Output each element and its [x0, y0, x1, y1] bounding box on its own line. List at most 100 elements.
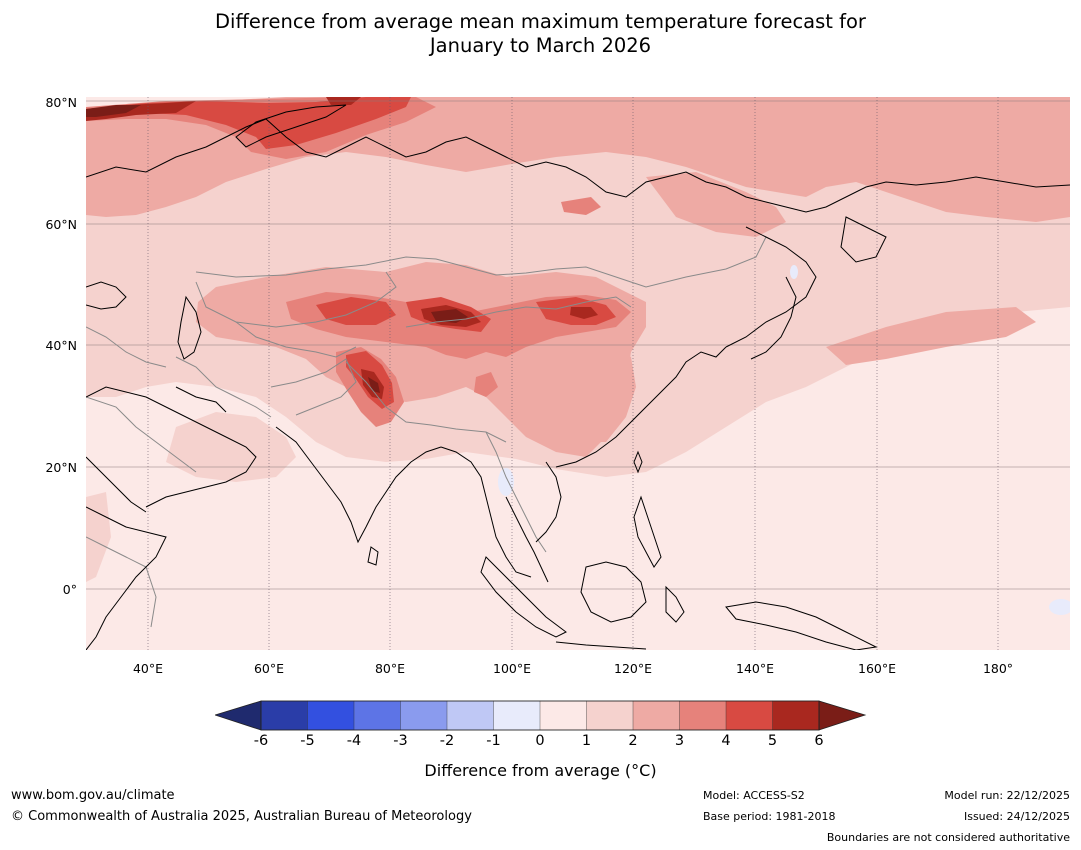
- lon-label-140e: 140°E: [735, 661, 775, 676]
- coast-bay-of-bengal: [440, 446, 532, 578]
- coast-sumatra: [480, 556, 567, 638]
- colorbar-tick-6: 6: [814, 733, 824, 749]
- lat-label-20n: 20°N: [45, 460, 77, 475]
- title-line-2: January to March 2026: [429, 34, 652, 57]
- footer-url: www.bom.gov.au/climate: [11, 788, 175, 803]
- anomaly-band-5-6-arctic: [86, 97, 361, 121]
- colorbar-tick-2: 2: [628, 733, 638, 749]
- lat-label-40n: 40°N: [45, 338, 77, 353]
- colorbar-extend-below: [215, 700, 262, 731]
- footer-model-run: Model run: 22/12/2025: [944, 789, 1070, 802]
- coast-africa-horn: [86, 506, 167, 650]
- colorbar-bins: [260, 700, 820, 731]
- colorbar-bin-2-to-3: [632, 700, 680, 731]
- colorbar-tick-minus-6: -6: [253, 733, 269, 749]
- coast-kamchatka: [840, 216, 887, 263]
- coast-korea-china: [555, 346, 727, 468]
- coast-new-guinea: [725, 601, 878, 650]
- border-middle-east: [86, 326, 167, 368]
- colorbar-tick-minus-1: -1: [486, 733, 501, 749]
- footer-disclaimer: Boundaries are not considered authoritat…: [826, 831, 1070, 844]
- coast-java: [555, 641, 647, 650]
- border-afghanistan-pakistan: [270, 358, 357, 416]
- lon-label-40e: 40°E: [132, 661, 164, 676]
- coast-black-sea: [86, 281, 127, 310]
- anomaly-patch-below-0-korea: [790, 265, 798, 279]
- coast-arabia: [86, 386, 257, 508]
- footer-issued: Issued: 24/12/2025: [963, 810, 1070, 823]
- anomaly-patch-below-0-pacific: [1049, 599, 1070, 615]
- graticule: [86, 100, 1070, 590]
- border-india-china: [345, 361, 507, 443]
- lon-label-100e: 100°E: [492, 661, 532, 676]
- coast-arctic-russia: [86, 118, 1070, 213]
- anomaly-band-1-2-india: [166, 412, 296, 482]
- coast-persian-gulf: [175, 386, 227, 413]
- colorbar-tick-3: 3: [674, 733, 685, 749]
- colorbar-tick-minus-2: -2: [439, 733, 455, 749]
- colorbar-extend-above: [818, 700, 867, 731]
- colorbar-tick-minus-5: -5: [300, 733, 315, 749]
- colorbar-tick-0: 0: [535, 733, 545, 749]
- anomaly-band-3-4-spot: [474, 372, 498, 397]
- colorbar-bin-5-to-6: [772, 700, 820, 731]
- colorbar-label: Difference from average (°C): [0, 761, 1081, 780]
- anomaly-band-5-6-asia: [421, 305, 598, 327]
- temperature-anomaly-map: [86, 97, 1070, 650]
- colorbar-tick-minus-3: -3: [393, 733, 408, 749]
- lon-label-60e: 60°E: [253, 661, 285, 676]
- colorbar-outline: [260, 700, 820, 731]
- coast-vietnam: [535, 461, 562, 543]
- colorbar-bin--1-to-0: [493, 700, 541, 731]
- anomaly-band-2-3-pacific: [826, 307, 1036, 365]
- anomaly-patch-below-0-thailand: [498, 468, 514, 496]
- coast-borneo: [580, 561, 647, 623]
- lat-label-60n: 60°N: [45, 217, 77, 232]
- colorbar-tick-5: 5: [767, 733, 778, 749]
- coastlines: [86, 104, 1070, 650]
- border-africa: [86, 536, 157, 628]
- lon-label-120e: 120°E: [613, 661, 653, 676]
- colorbar-bin-3-to-4: [679, 700, 727, 731]
- coast-india: [275, 426, 442, 544]
- coast-japan: [750, 276, 797, 360]
- footer-model: Model: ACCESS-S2: [703, 789, 805, 802]
- colorbar-bin-4-to-5: [725, 700, 773, 731]
- coast-malay-peninsula: [505, 496, 549, 583]
- lat-label-80n: 80°N: [45, 95, 77, 110]
- coast-novaya-zemlya: [235, 104, 347, 148]
- coast-philippines: [633, 495, 662, 568]
- coast-caspian: [177, 295, 202, 360]
- coast-sri-lanka: [367, 546, 379, 566]
- anomaly-band-2-3-northeast: [646, 172, 786, 237]
- colorbar-bin--3-to--2: [400, 700, 448, 731]
- colorbar-bin--5-to--4: [307, 700, 355, 731]
- footer-copyright: © Commonwealth of Australia 2025, Austra…: [11, 809, 472, 824]
- colorbar-label-unit: °C): [631, 761, 657, 780]
- coast-pacific-russia: [725, 226, 817, 348]
- colorbar-label-text: Difference from average (: [424, 761, 632, 780]
- lon-label-180: 180°: [982, 661, 1014, 676]
- border-iran: [175, 356, 272, 418]
- border-southeast-asia: [485, 431, 547, 553]
- colorbar-bin--4-to--3: [353, 700, 401, 731]
- anomaly-band-2-3-china: [556, 342, 636, 442]
- colorbar-bin--2-to--1: [446, 700, 494, 731]
- colorbar-bin-1-to-2: [586, 700, 634, 731]
- chart-title: Difference from average mean maximum tem…: [0, 10, 1081, 58]
- colorbar-tick-4: 4: [721, 733, 731, 749]
- lon-label-80e: 80°E: [374, 661, 406, 676]
- colorbar: [215, 700, 867, 731]
- country-borders: [86, 236, 767, 628]
- lat-label-0: 0°: [62, 582, 77, 597]
- footer-base-period: Base period: 1981-2018: [703, 810, 836, 823]
- anomaly-band-3-4-siberia: [561, 197, 601, 215]
- border-mongolia-china: [405, 296, 632, 328]
- coast-red-sea: [86, 456, 147, 513]
- graticule-meridians: [147, 97, 999, 650]
- colorbar-tick-minus-4: -4: [346, 733, 362, 749]
- lon-label-160e: 160°E: [857, 661, 897, 676]
- border-kazakhstan: [195, 271, 397, 328]
- colorbar-bin--6-to--5: [260, 700, 308, 731]
- title-line-1: Difference from average mean maximum tem…: [215, 10, 866, 33]
